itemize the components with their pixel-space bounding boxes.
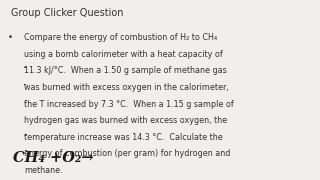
Text: energy of combustion (per gram) for hydrogen and: energy of combustion (per gram) for hydr… bbox=[24, 149, 230, 158]
Text: methane.: methane. bbox=[24, 166, 63, 175]
Text: CH₄ +O₂→: CH₄ +O₂→ bbox=[13, 151, 93, 165]
Text: 11.3 kJ/°C.  When a 1.50 g sample of methane gas: 11.3 kJ/°C. When a 1.50 g sample of meth… bbox=[24, 66, 227, 75]
Text: was burned with excess oxygen in the calorimeter,: was burned with excess oxygen in the cal… bbox=[24, 83, 229, 92]
Text: Compare the energy of combustion of H₂ to CH₄: Compare the energy of combustion of H₂ t… bbox=[24, 33, 217, 42]
Text: temperature increase was 14.3 °C.  Calculate the: temperature increase was 14.3 °C. Calcul… bbox=[24, 133, 223, 142]
Text: hydrogen gas was burned with excess oxygen, the: hydrogen gas was burned with excess oxyg… bbox=[24, 116, 227, 125]
Text: the T increased by 7.3 °C.  When a 1.15 g sample of: the T increased by 7.3 °C. When a 1.15 g… bbox=[24, 100, 234, 109]
Text: Group Clicker Question: Group Clicker Question bbox=[11, 8, 124, 18]
Text: using a bomb calorimeter with a heat capacity of: using a bomb calorimeter with a heat cap… bbox=[24, 50, 223, 59]
Text: •: • bbox=[8, 33, 13, 42]
